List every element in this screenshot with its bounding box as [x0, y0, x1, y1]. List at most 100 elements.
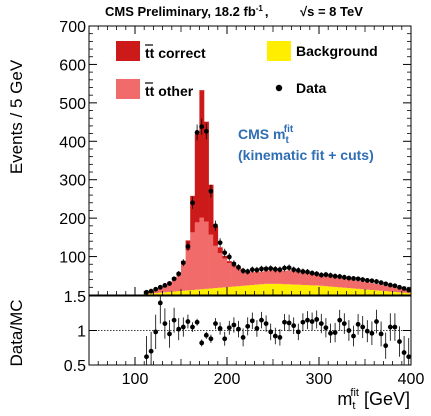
bar-background	[370, 290, 375, 295]
ratio-point	[291, 323, 296, 328]
bar-background	[291, 285, 296, 295]
ratio-point	[301, 320, 306, 325]
bar-background	[255, 285, 260, 295]
bar-tt-other	[222, 258, 227, 287]
bar-tt-other	[379, 285, 384, 291]
data-point	[241, 268, 246, 273]
ratio-y-axis-label: Data/MC	[7, 299, 26, 366]
data-point	[273, 267, 278, 272]
bar-background	[347, 288, 352, 295]
main-y-tick-label: 400	[59, 134, 86, 151]
bar-tt-other	[296, 272, 301, 285]
data-point	[144, 290, 149, 295]
bar-tt-other	[213, 246, 218, 288]
plot-annotation-title: CMS mtfit	[238, 124, 294, 146]
ratio-point	[186, 319, 191, 324]
bar-background	[278, 284, 283, 295]
data-point	[199, 124, 204, 129]
bar-background	[337, 287, 342, 295]
data-point	[181, 260, 186, 265]
bar-tt-other	[287, 270, 292, 284]
data-point	[310, 271, 315, 276]
data-point	[153, 287, 158, 292]
data-point	[176, 271, 181, 276]
bar-background	[218, 288, 223, 295]
bar-tt-other	[360, 282, 365, 290]
ratio-point	[222, 336, 227, 341]
bar-tt-other	[264, 271, 269, 284]
bar-tt-other	[259, 272, 264, 285]
data-point	[163, 283, 168, 288]
data-point	[227, 255, 232, 260]
main-y-tick-label: 200	[59, 211, 86, 228]
ratio-point	[356, 322, 361, 327]
ratio-point	[278, 335, 283, 340]
ratio-point	[365, 329, 370, 334]
legend-label-data: Data	[296, 80, 327, 96]
data-point	[190, 200, 195, 205]
data-point	[232, 261, 237, 266]
ratio-point	[282, 320, 287, 325]
ratio-point	[406, 354, 411, 359]
bar-background	[190, 290, 195, 295]
data-point	[397, 285, 402, 290]
legend-swatch-tt-correct	[116, 41, 140, 61]
ratio-point	[296, 329, 301, 334]
data-point	[172, 276, 177, 281]
bar-background	[360, 289, 365, 295]
bar-background	[351, 288, 356, 295]
bar-tt-other	[365, 282, 370, 289]
ratio-point	[347, 328, 352, 333]
ratio-point	[245, 324, 250, 329]
x-tick-label: 400	[398, 371, 425, 388]
ratio-point	[167, 332, 172, 337]
x-tick-label: 100	[122, 371, 149, 388]
data-point	[218, 240, 223, 245]
main-y-tick-label: 500	[59, 96, 86, 113]
ratio-point	[209, 336, 214, 341]
ratio-point	[388, 325, 393, 330]
ratio-point	[144, 354, 149, 359]
bar-background	[287, 284, 292, 295]
ratio-point	[393, 325, 398, 330]
bar-background	[236, 286, 241, 295]
bar-background	[305, 285, 310, 295]
bar-tt-correct	[218, 247, 223, 253]
ratio-point	[213, 321, 218, 326]
ratio-point	[328, 331, 333, 336]
bar-background	[172, 292, 177, 295]
data-point	[186, 244, 191, 249]
ratio-point	[333, 330, 338, 335]
x-tick-label: 200	[214, 371, 241, 388]
ratio-point	[379, 332, 384, 337]
data-point	[342, 275, 347, 280]
ratio-point	[218, 326, 223, 331]
bar-tt-other	[250, 272, 255, 285]
bar-background	[245, 285, 250, 295]
bar-tt-other	[273, 270, 278, 283]
bar-background	[259, 284, 264, 295]
data-point	[402, 286, 407, 291]
ratio-point	[268, 329, 273, 334]
bar-background	[356, 289, 361, 295]
bar-tt-correct	[227, 261, 232, 263]
ratio-point	[172, 318, 177, 323]
data-point	[204, 129, 209, 134]
bar-background	[328, 287, 333, 295]
ratio-point	[351, 334, 356, 339]
ratio-point	[195, 320, 200, 325]
data-point	[268, 266, 273, 271]
bar-background	[186, 290, 191, 295]
bar-background	[273, 284, 278, 295]
ratio-point	[236, 327, 241, 332]
bar-tt-correct	[195, 134, 200, 222]
data-point	[158, 285, 163, 290]
data-point	[296, 268, 301, 273]
bar-tt-other	[370, 283, 375, 290]
legend-label-tt-correct: tt correct	[145, 45, 206, 61]
bar-background	[301, 285, 306, 295]
bar-tt-other	[227, 263, 232, 287]
bar-background	[213, 288, 218, 295]
ratio-point	[314, 317, 319, 322]
ratio-point	[241, 335, 246, 340]
